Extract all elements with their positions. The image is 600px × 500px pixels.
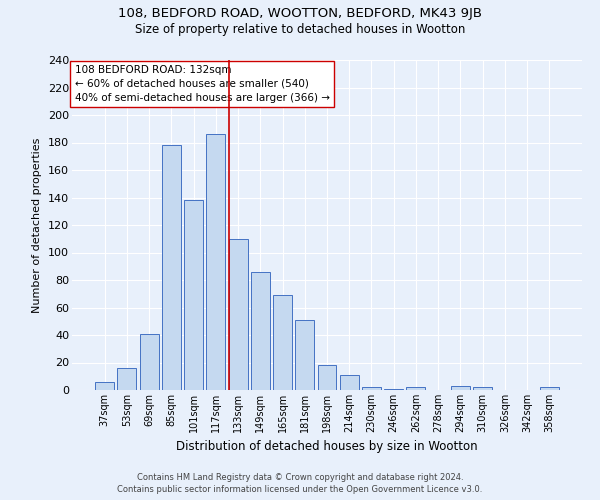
- X-axis label: Distribution of detached houses by size in Wootton: Distribution of detached houses by size …: [176, 440, 478, 454]
- Bar: [118, 368, 136, 390]
- Bar: [273, 295, 292, 390]
- Bar: [406, 387, 425, 390]
- Bar: [95, 382, 114, 390]
- Bar: [362, 387, 381, 390]
- Bar: [451, 386, 470, 390]
- Bar: [162, 145, 181, 390]
- Bar: [317, 365, 337, 390]
- Bar: [473, 387, 492, 390]
- Bar: [251, 272, 270, 390]
- Bar: [206, 134, 225, 390]
- Text: Contains HM Land Registry data © Crown copyright and database right 2024.
Contai: Contains HM Land Registry data © Crown c…: [118, 472, 482, 494]
- Text: 108, BEDFORD ROAD, WOOTTON, BEDFORD, MK43 9JB: 108, BEDFORD ROAD, WOOTTON, BEDFORD, MK4…: [118, 8, 482, 20]
- Bar: [295, 320, 314, 390]
- Bar: [229, 239, 248, 390]
- Bar: [540, 387, 559, 390]
- Bar: [384, 388, 403, 390]
- Bar: [184, 200, 203, 390]
- Bar: [140, 334, 158, 390]
- Text: 108 BEDFORD ROAD: 132sqm
← 60% of detached houses are smaller (540)
40% of semi-: 108 BEDFORD ROAD: 132sqm ← 60% of detach…: [74, 65, 329, 103]
- Text: Size of property relative to detached houses in Wootton: Size of property relative to detached ho…: [135, 22, 465, 36]
- Y-axis label: Number of detached properties: Number of detached properties: [32, 138, 43, 312]
- Bar: [340, 375, 359, 390]
